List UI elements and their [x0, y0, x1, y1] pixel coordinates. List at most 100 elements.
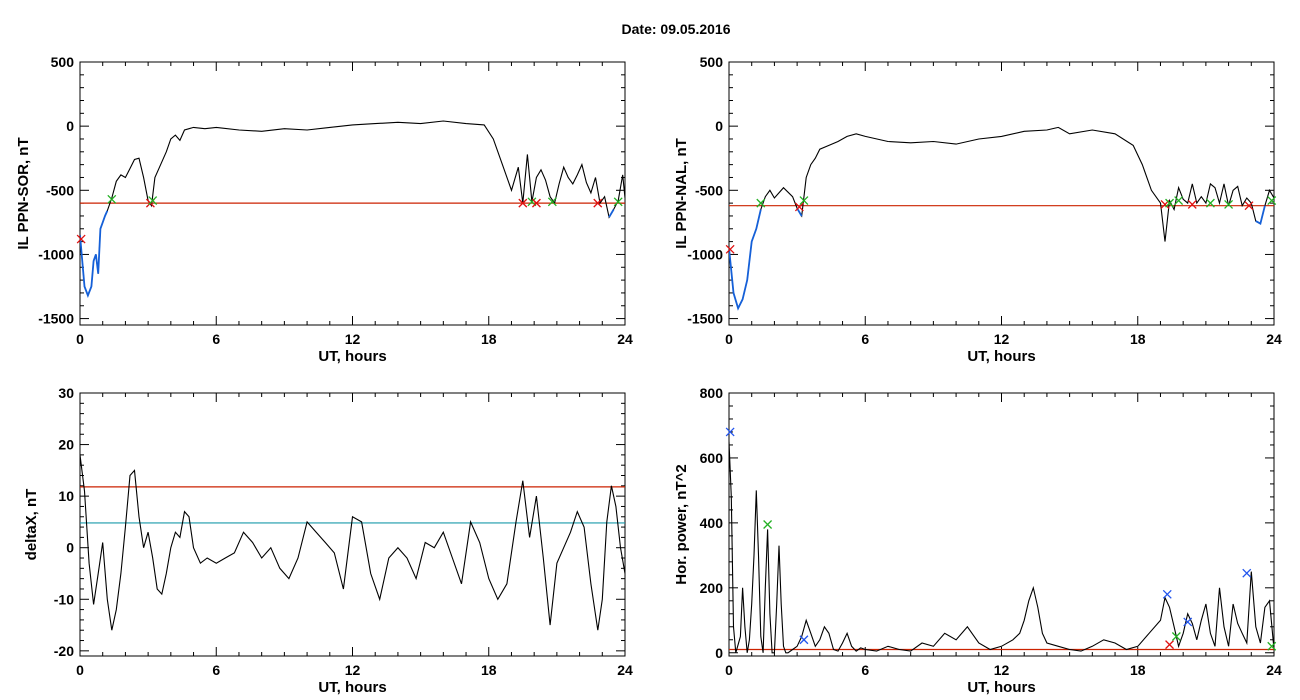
marker-green [756, 198, 766, 208]
y-tick-label: -500 [695, 182, 723, 198]
marker-blue [1242, 568, 1252, 578]
plot-frame [728, 392, 1275, 657]
marker-green [613, 197, 623, 207]
y-tick-label: 800 [700, 385, 724, 401]
marker-red [76, 234, 86, 244]
marker-green [1174, 196, 1184, 206]
marker-green [148, 196, 158, 206]
x-axis-label: UT, hours [318, 348, 386, 365]
marker-red [1244, 201, 1254, 211]
y-tick-label: -1500 [38, 311, 74, 327]
marker-green [763, 520, 773, 529]
marker-green [799, 196, 809, 206]
y-tick-label: -1500 [687, 311, 723, 327]
marker-green [1224, 199, 1234, 209]
y-tick-label: -1000 [38, 246, 74, 262]
series-line [80, 120, 625, 298]
series-highlight [608, 209, 615, 218]
x-axis-label: UT, hours [967, 348, 1035, 365]
marker-green [1267, 641, 1277, 651]
y-tick-label: 0 [66, 540, 74, 556]
x-tick-label: 24 [1266, 662, 1282, 678]
x-tick-label: 18 [1130, 331, 1146, 347]
marker-blue [799, 635, 809, 645]
marker-red [1165, 640, 1175, 650]
x-tick-label: 12 [345, 662, 361, 678]
y-tick-label: -10 [54, 591, 74, 607]
marker-red [531, 198, 541, 208]
y-axis-label: IL PPN-SOR, nT [15, 137, 32, 249]
x-tick-label: 0 [76, 662, 84, 678]
x-tick-label: 18 [1130, 662, 1146, 678]
panel-p3: 0 6 12 18 24 -20 -10 0 10 20 30 UT, hours deltaX, nT [23, 385, 633, 696]
y-tick-label: -500 [46, 182, 74, 198]
x-tick-label: 18 [481, 662, 497, 678]
y-tick-label: 20 [58, 437, 74, 453]
plot-area [80, 454, 625, 631]
x-tick-label: 18 [481, 331, 497, 347]
x-tick-label: 6 [212, 662, 220, 678]
marker-green [1165, 198, 1175, 208]
panel-p1: 0 6 12 18 24 -1500 -1000 -500 0 500 UT, hours IL PP… [15, 54, 633, 365]
y-axis-label: Hor. power, nT^2 [673, 464, 690, 584]
marker-red [593, 198, 603, 208]
x-axis-label: UT, hours [318, 679, 386, 696]
y-tick-label: 0 [715, 118, 723, 134]
marker-red [794, 202, 804, 212]
x-tick-label: 6 [212, 331, 220, 347]
plot-frame [79, 392, 626, 657]
y-tick-label: 200 [700, 580, 724, 596]
plot-area [80, 120, 625, 299]
x-tick-label: 6 [861, 662, 869, 678]
y-tick-label: 30 [58, 385, 74, 401]
y-tick-label: -20 [54, 643, 74, 659]
series-highlight [80, 210, 109, 299]
y-tick-label: 0 [66, 118, 74, 134]
y-axis-label: deltaX, nT [23, 489, 40, 561]
plot-frame [79, 61, 626, 326]
plot-area [729, 441, 1274, 654]
y-tick-label: 0 [715, 645, 723, 661]
y-tick-label: 10 [58, 488, 74, 504]
y-tick-label: 400 [700, 515, 724, 531]
marker-blue [1162, 589, 1172, 599]
x-tick-label: 24 [617, 662, 633, 678]
marker-red [725, 244, 735, 254]
x-axis-label: UT, hours [967, 679, 1035, 696]
y-tick-label: 500 [51, 54, 75, 70]
x-tick-label: 0 [725, 662, 733, 678]
marker-blue [1183, 617, 1193, 627]
plot-frame [728, 61, 1275, 326]
x-tick-label: 24 [617, 331, 633, 347]
series-line [729, 441, 1274, 654]
plot-area [729, 126, 1274, 311]
y-tick-label: 500 [700, 54, 724, 70]
marker-red [518, 198, 528, 208]
series-highlight [729, 209, 762, 311]
marker-blue [725, 427, 735, 437]
series-highlight [796, 207, 803, 217]
x-tick-label: 12 [994, 662, 1010, 678]
x-tick-label: 24 [1266, 331, 1282, 347]
x-tick-label: 0 [76, 331, 84, 347]
figure-title: Date: 09.05.2016 [622, 21, 731, 37]
y-axis-label: IL PPN-NAL, nT [673, 138, 690, 249]
series-line [729, 126, 1274, 310]
panel-p2: 0 6 12 18 24 -1500 -1000 -500 0 500 UT, hours IL PP… [673, 54, 1282, 365]
x-tick-label: 12 [994, 331, 1010, 347]
marker-green [1205, 198, 1215, 208]
panel-p4: 0 6 12 18 24 0 200 400 600 800 UT, hours Hor. power… [673, 385, 1282, 696]
series-highlight [1255, 205, 1266, 225]
marker-green [107, 194, 117, 204]
y-tick-label: 600 [700, 450, 724, 466]
marker-green [1267, 196, 1277, 206]
x-tick-label: 6 [861, 331, 869, 347]
y-tick-label: -1000 [687, 246, 723, 262]
series-line [80, 454, 625, 631]
marker-green [547, 197, 557, 207]
marker-green [1171, 632, 1181, 641]
x-tick-label: 0 [725, 331, 733, 347]
x-tick-label: 12 [345, 331, 361, 347]
